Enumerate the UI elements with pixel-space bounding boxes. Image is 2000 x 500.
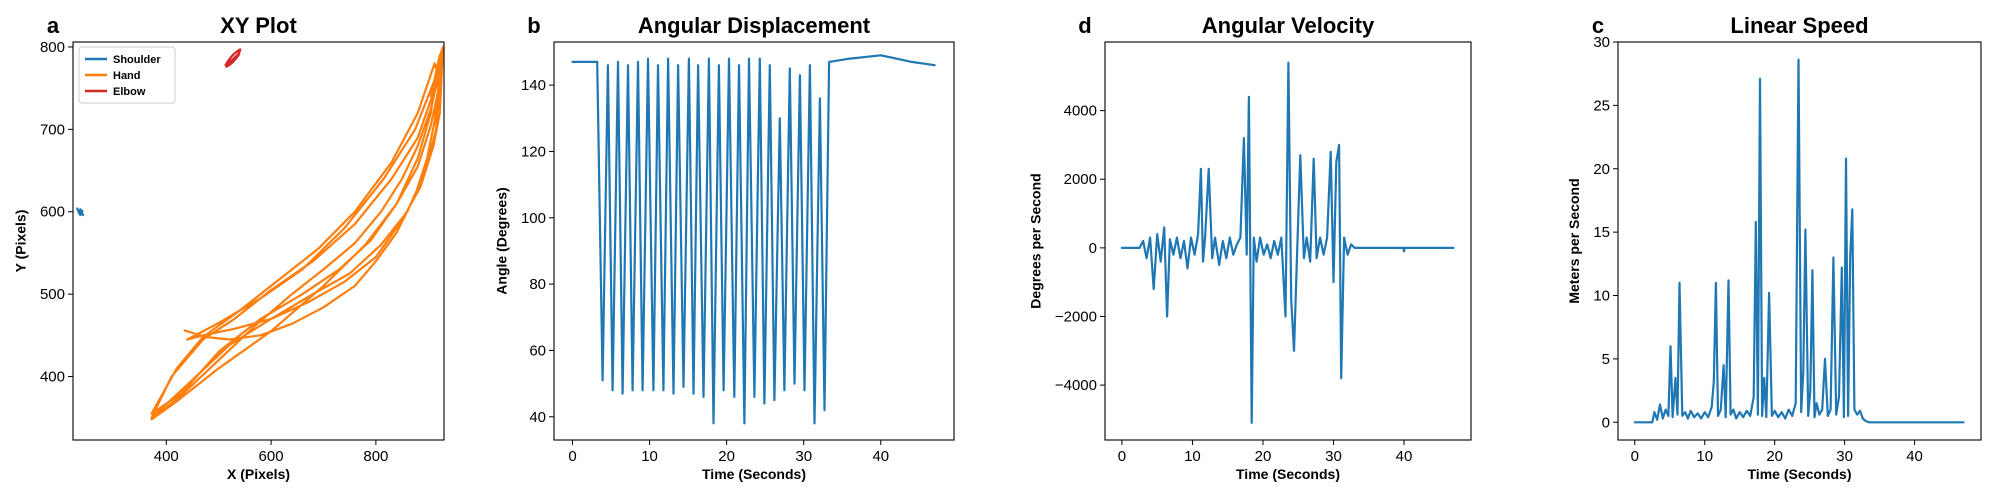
plot-frame — [1617, 41, 1982, 441]
x-tick-label: 10 — [641, 448, 658, 465]
y-tick-label: 140 — [521, 77, 546, 94]
y-tick-label: 120 — [521, 143, 546, 160]
y-tick-label: 0 — [1089, 240, 1097, 257]
chart-title: XY Plot — [220, 13, 297, 38]
legend-label-elbow: Elbow — [113, 86, 146, 98]
plot-frame — [1104, 41, 1472, 441]
y-axis-label: Meters per Second — [1566, 178, 1582, 303]
chart-panel-b: 0 10 20 30 40 40 60 80 100 120 140 Angular Displace… — [494, 13, 955, 482]
y-tick-label: 30 — [1593, 34, 1610, 51]
x-tick-label: 600 — [259, 448, 284, 465]
panel-letter: c — [1592, 13, 1604, 38]
y-tick-label: 5 — [1602, 351, 1610, 368]
y-tick-label: 700 — [40, 121, 65, 138]
x-axis-label: Time (Seconds) — [702, 466, 806, 482]
y-tick-label: 2000 — [1064, 171, 1097, 188]
chart-title: Linear Speed — [1730, 13, 1868, 38]
y-tick-label: −4000 — [1055, 377, 1097, 394]
legend-label-hand: Hand — [113, 70, 141, 82]
panel-letter: b — [527, 13, 540, 38]
x-tick-label: 40 — [872, 448, 889, 465]
y-tick-label: 0 — [1602, 414, 1610, 431]
y-tick-label: 25 — [1593, 97, 1610, 114]
y-tick-label: −2000 — [1055, 308, 1097, 325]
x-axis-label: X (Pixels) — [227, 466, 290, 482]
y-axis-label: Y (Pixels) — [13, 210, 29, 273]
panel-letter: a — [47, 13, 60, 38]
y-tick-label: 20 — [1593, 161, 1610, 178]
chart-title: Angular Velocity — [1202, 13, 1375, 38]
x-tick-label: 0 — [1631, 448, 1639, 465]
x-tick-label: 10 — [1696, 448, 1713, 465]
y-tick-label: 40 — [529, 409, 546, 426]
x-tick-label: 40 — [1906, 448, 1923, 465]
legend-box — [78, 46, 176, 104]
x-tick-label: 30 — [795, 448, 812, 465]
x-tick-label: 30 — [1325, 448, 1342, 465]
plot-frame — [553, 41, 955, 441]
y-tick-label: 80 — [529, 276, 546, 293]
legend-label-shoulder: Shoulder — [113, 54, 161, 66]
y-tick-label: 15 — [1593, 224, 1610, 241]
x-tick-label: 20 — [718, 448, 735, 465]
y-axis-label: Degrees per Second — [1028, 173, 1044, 308]
series-line-series-0 — [1633, 58, 1965, 424]
y-tick-label: 800 — [40, 39, 65, 56]
x-tick-label: 10 — [1184, 448, 1201, 465]
y-tick-label: 100 — [521, 210, 546, 227]
series-line-series-0 — [1120, 61, 1455, 424]
x-tick-label: 0 — [568, 448, 576, 465]
plot-frame — [72, 41, 445, 441]
y-tick-label: 500 — [40, 286, 65, 303]
x-tick-label: 0 — [1118, 448, 1126, 465]
x-tick-label: 400 — [154, 448, 179, 465]
series-line-shoulder — [76, 207, 85, 217]
series-line-elbow — [224, 48, 242, 68]
chart-panel-a: 400 600 800 400 500 600 700 800 XY Plot a X (Pixel… — [13, 13, 445, 482]
x-tick-label: 20 — [1766, 448, 1783, 465]
y-tick-label: 10 — [1593, 288, 1610, 305]
series-line-hand — [150, 45, 444, 421]
x-axis-label: Time (Seconds) — [1748, 466, 1852, 482]
y-tick-label: 400 — [40, 369, 65, 386]
chart-panel-d: 0 10 20 30 40 −4000 −2000 0 2000 4000 Angular Velo… — [1028, 13, 1472, 482]
y-tick-label: 600 — [40, 204, 65, 221]
x-tick-label: 800 — [363, 448, 388, 465]
panel-letter: d — [1078, 13, 1091, 38]
chart-title: Angular Displacement — [638, 13, 871, 38]
series-group — [571, 54, 936, 425]
chart-panel-c: 0 10 20 30 40 0 5 10 15 20 25 30 Linear Speed c Time (… — [1566, 13, 1982, 482]
x-axis-label: Time (Seconds) — [1236, 466, 1340, 482]
x-tick-label: 30 — [1836, 448, 1853, 465]
x-tick-label: 40 — [1396, 448, 1413, 465]
series-group — [1633, 58, 1965, 424]
y-axis-label: Angle (Degrees) — [494, 187, 510, 294]
series-group — [1120, 61, 1455, 424]
legend: Shoulder Hand Elbow — [78, 46, 176, 104]
x-tick-label: 20 — [1255, 448, 1272, 465]
series-line-series-0 — [571, 54, 936, 425]
series-group — [76, 45, 444, 421]
y-tick-label: 4000 — [1064, 103, 1097, 120]
y-tick-label: 60 — [529, 342, 546, 359]
